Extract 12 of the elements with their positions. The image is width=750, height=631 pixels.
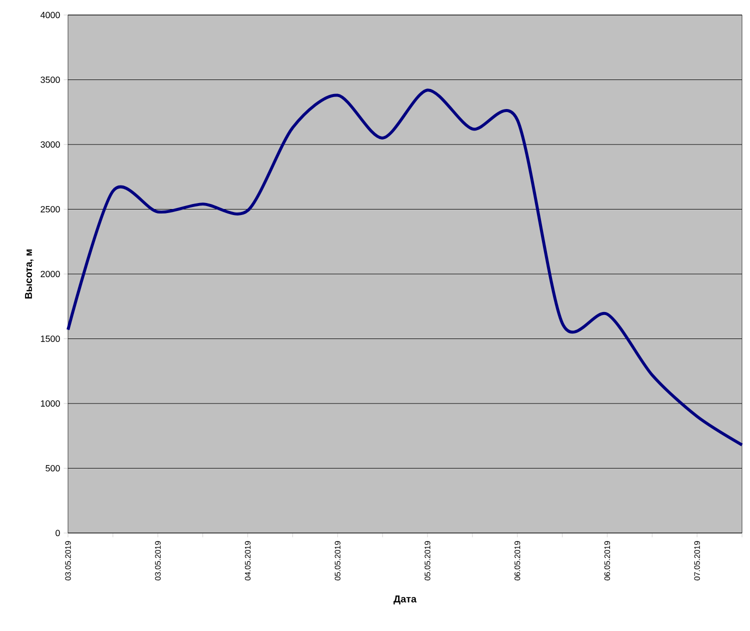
x-axis-title: Дата <box>394 595 417 604</box>
y-tick-label: 4000 <box>40 12 60 18</box>
line-series <box>66 88 744 446</box>
y-axis-title: Высота, м <box>25 250 34 299</box>
y-tick-label: 1500 <box>40 336 60 342</box>
y-tick-label: 0 <box>56 530 60 536</box>
y-tick-label: 2500 <box>40 206 60 212</box>
y-tick-label: 3500 <box>40 76 60 83</box>
y-tick-label: 1000 <box>40 400 60 407</box>
y-tick-label: 2000 <box>40 270 60 278</box>
y-tick-label: 3000 <box>40 141 60 148</box>
y-tick-label: 500 <box>46 465 60 472</box>
